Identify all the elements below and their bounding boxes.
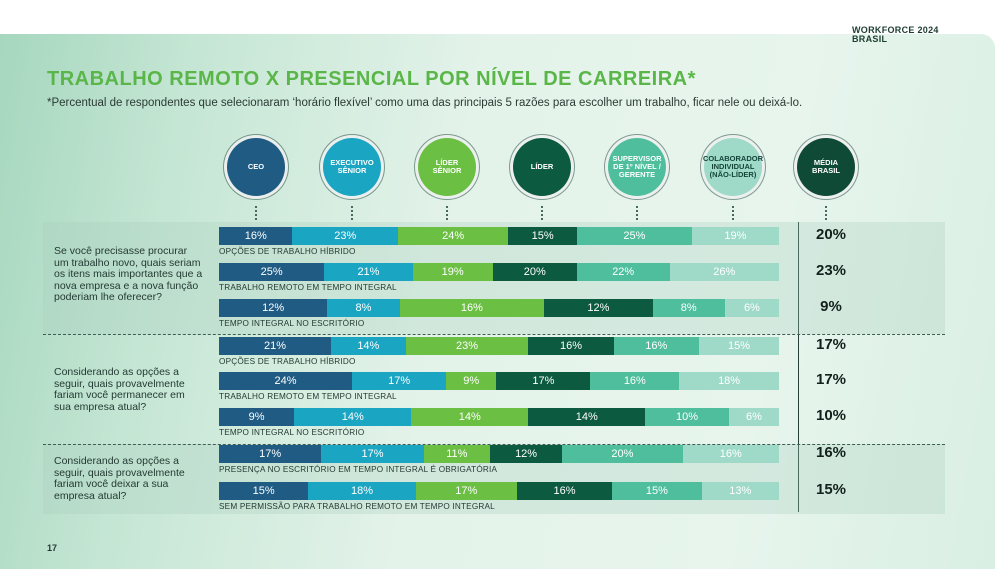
category-connector-3 [446, 206, 450, 220]
bar-segment: 12% [489, 445, 563, 463]
bar-segment: 8% [327, 299, 400, 317]
category-connector-1 [255, 206, 259, 220]
bar-segment: 10% [645, 408, 729, 426]
bar-segment: 19% [691, 227, 779, 245]
row-label: TRABALHO REMOTO EM TEMPO INTEGRAL [219, 283, 397, 292]
page-title: TRABALHO REMOTO X PRESENCIAL POR NÍVEL D… [47, 68, 696, 90]
bar-segment: 18% [679, 372, 779, 390]
bar-segment: 17% [415, 482, 517, 500]
bar-segment: 6% [728, 408, 779, 426]
bar-segment: 16% [516, 482, 613, 500]
average-value: 16% [815, 444, 847, 461]
category-label-3: LÍDER SÊNIOR [432, 158, 462, 175]
category-connector-6 [732, 206, 736, 220]
bar-segment: 9% [219, 408, 295, 426]
bar-segment: 14% [411, 408, 529, 426]
bar-segment: 17% [352, 372, 447, 390]
average-value: 9% [820, 298, 842, 315]
average-divider-line [798, 222, 799, 512]
bar-segment: 20% [492, 263, 577, 281]
bar-segment: 12% [219, 299, 328, 317]
bar-segment: 13% [701, 482, 779, 500]
bar-segment: 12% [544, 299, 653, 317]
bar-segment: 14% [331, 337, 406, 355]
bar-segment: 17% [219, 445, 322, 463]
average-value: 20% [815, 226, 847, 243]
bar-segment: 17% [321, 445, 424, 463]
category-circle-7: MÉDIA BRASIL [797, 138, 855, 196]
bar-segment: 14% [528, 408, 646, 426]
bar-segment: 15% [219, 482, 309, 500]
bar-segment: 18% [308, 482, 416, 500]
bar-segment: 21% [219, 337, 331, 355]
category-circle-3: LÍDER SÊNIOR [418, 138, 476, 196]
bar-segment: 11% [423, 445, 490, 463]
bar-segment: 19% [412, 263, 493, 281]
bar-segment: 14% [294, 408, 412, 426]
average-value: 23% [815, 262, 847, 279]
category-label-4: LÍDER [530, 162, 554, 171]
category-label-5: SUPERVISOR DE 1º NÍVEL / GERENTE [612, 154, 662, 179]
bar-segment: 15% [699, 337, 779, 355]
bar-segment: 24% [398, 227, 509, 245]
question-text-2: Considerando as opções a seguir, quais p… [54, 366, 185, 413]
category-circle-4: LÍDER [513, 138, 571, 196]
row-label: TEMPO INTEGRAL NO ESCRITÓRIO [219, 319, 365, 328]
category-connector-4 [541, 206, 545, 220]
question-text-3: Considerando as opções a seguir, quais p… [54, 455, 185, 502]
group-separator-1 [43, 334, 945, 335]
category-circle-5: SUPERVISOR DE 1º NÍVEL / GERENTE [608, 138, 666, 196]
category-connector-2 [351, 206, 355, 220]
question-text-1: Se você precisasse procurar um trabalho … [54, 245, 203, 303]
group-separator-2 [43, 444, 945, 445]
bar-segment: 9% [446, 372, 497, 390]
row-label: PRESENÇA NO ESCRITÓRIO EM TEMPO INTEGRAL… [219, 465, 498, 474]
bar-segment: 16% [399, 299, 545, 317]
bar-segment: 20% [562, 445, 683, 463]
bar-segment: 25% [219, 263, 325, 281]
category-circle-6: COLABORADOR INDIVIDUAL (NÃO-LÍDER) [703, 138, 763, 196]
bar-segment: 23% [405, 337, 529, 355]
bar-segment: 24% [219, 372, 353, 390]
bar-segment: 21% [324, 263, 413, 281]
bar-segment: 26% [669, 263, 779, 281]
category-label-7: MÉDIA BRASIL [812, 158, 840, 175]
average-value: 17% [815, 371, 847, 388]
bar-segment: 16% [682, 445, 779, 463]
row-label: TEMPO INTEGRAL NO ESCRITÓRIO [219, 428, 365, 437]
brand-label: WORKFORCE 2024 BRASIL [852, 26, 939, 44]
bar-segment: 17% [496, 372, 591, 390]
bar-segment: 8% [652, 299, 725, 317]
average-value: 15% [815, 481, 847, 498]
row-label: OPÇÕES DE TRABALHO HÍBRIDO [219, 357, 356, 366]
category-circle-2: EXECUTIVO SÊNIOR [323, 138, 381, 196]
bar-segment: 6% [724, 299, 779, 317]
bar-segment: 23% [292, 227, 398, 245]
bar-segment: 16% [613, 337, 699, 355]
bar-segment: 16% [590, 372, 680, 390]
brand-line-2: BRASIL [852, 34, 888, 44]
row-label: TRABALHO REMOTO EM TEMPO INTEGRAL [219, 392, 397, 401]
bar-segment: 16% [528, 337, 614, 355]
row-label: SEM PERMISSÃO PARA TRABALHO REMOTO EM TE… [219, 502, 495, 511]
page-subtitle: *Percentual de respondentes que selecion… [47, 97, 803, 109]
bar-segment: 15% [612, 482, 702, 500]
category-label-6: COLABORADOR INDIVIDUAL (NÃO-LÍDER) [703, 154, 763, 179]
bar-segment: 25% [577, 227, 692, 245]
page-number: 17 [47, 543, 58, 553]
bar-segment: 15% [508, 227, 578, 245]
category-connector-5 [636, 206, 640, 220]
category-label-1: CEO [247, 162, 265, 171]
row-label: OPÇÕES DE TRABALHO HÍBRIDO [219, 247, 356, 256]
bar-segment: 22% [576, 263, 670, 281]
brand-line-1: WORKFORCE 2024 [852, 25, 939, 35]
category-circle-1: CEO [227, 138, 285, 196]
average-value: 10% [815, 407, 847, 424]
bar-segment: 16% [219, 227, 293, 245]
category-connector-7 [825, 206, 829, 220]
average-value: 17% [815, 336, 847, 353]
category-label-2: EXECUTIVO SÊNIOR [330, 158, 374, 175]
